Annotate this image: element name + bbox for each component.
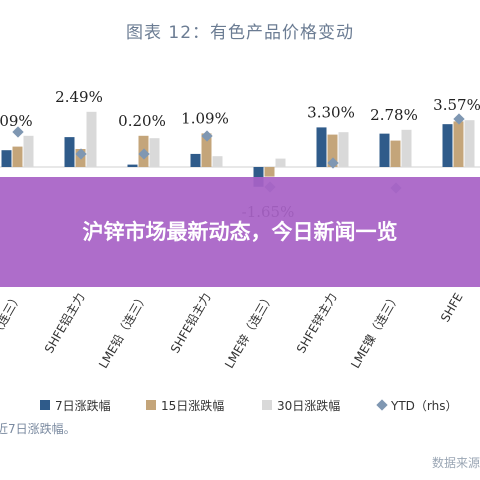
bar-15d xyxy=(327,134,338,167)
bar-7d xyxy=(253,167,264,187)
bar-15d xyxy=(201,133,212,167)
category-label: LME铝（连三） xyxy=(0,290,25,371)
legend-item-15d: 15日涨跌幅 xyxy=(146,397,224,414)
data-label: 3.30% xyxy=(307,103,355,121)
category-label: SHFE铝主力 xyxy=(41,290,88,356)
headline-banner[interactable]: 沪锌市场最新动态，今日新闻一览 xyxy=(0,177,480,287)
bar-7d xyxy=(316,127,327,167)
bar-15d xyxy=(12,146,23,167)
legend-swatch-15d xyxy=(146,400,156,410)
category-label: SHFE铅主力 xyxy=(168,291,214,356)
chart-legend: 7日涨跌幅 15日涨跌幅 30日涨跌幅 YTD（rhs） xyxy=(0,394,480,416)
legend-swatch-30d xyxy=(262,400,272,410)
bar-30d xyxy=(401,129,412,167)
ytd-marker xyxy=(201,130,213,142)
bar-7d xyxy=(64,137,75,167)
chart-title: 图表 12：有色产品价格变动 xyxy=(125,23,355,43)
data-label: 0.20% xyxy=(118,112,166,130)
diamond-icon xyxy=(376,399,388,411)
bar-15d xyxy=(264,167,275,177)
bar-30d xyxy=(338,132,349,167)
bar-30d xyxy=(464,120,475,167)
bar-30d xyxy=(86,111,97,167)
category-label: SHFE锌主力 xyxy=(294,291,340,356)
legend-swatch-7d xyxy=(40,400,50,410)
bar-7d xyxy=(127,164,138,167)
category-label: LME铅（连三） xyxy=(95,290,150,371)
legend-item-30d: 30日涨跌幅 xyxy=(262,397,340,414)
data-label: 2.49% xyxy=(55,88,103,106)
data-label: 09% xyxy=(0,112,33,130)
bar-30d xyxy=(275,158,286,167)
bar-7d xyxy=(190,153,201,167)
bar-30d xyxy=(23,135,34,167)
data-label: 3.57% xyxy=(433,96,480,114)
legend-item-ytd: YTD（rhs） xyxy=(376,397,458,414)
headline-text[interactable]: 沪锌市场最新动态，今日新闻一览 xyxy=(82,220,398,244)
category-label: LME镍（连三） xyxy=(347,290,402,371)
bar-7d xyxy=(379,133,390,167)
data-label: 1.09% xyxy=(181,109,229,127)
bar-30d xyxy=(149,138,160,167)
legend-label-30d: 30日涨跌幅 xyxy=(277,398,341,413)
legend-label-15d: 15日涨跌幅 xyxy=(161,398,225,413)
bar-30d xyxy=(212,156,223,167)
data-label: 2.78% xyxy=(370,106,418,124)
source-note: 数据来源 xyxy=(431,456,480,470)
category-label: SHFE xyxy=(438,291,466,325)
ytd-marker xyxy=(327,157,339,169)
ytd-marker xyxy=(138,148,150,160)
bar-7d xyxy=(1,150,12,167)
bar-15d xyxy=(390,140,401,167)
category-label: LME锌（连三） xyxy=(221,290,276,371)
legend-item-7d: 7日涨跌幅 xyxy=(40,397,111,414)
chart-footnote: 近7日涨跌幅。 xyxy=(0,422,76,436)
bar-15d xyxy=(453,121,464,167)
bar-7d xyxy=(442,124,453,167)
legend-label-7d: 7日涨跌幅 xyxy=(55,398,111,413)
legend-label-ytd: YTD（rhs） xyxy=(391,398,458,413)
